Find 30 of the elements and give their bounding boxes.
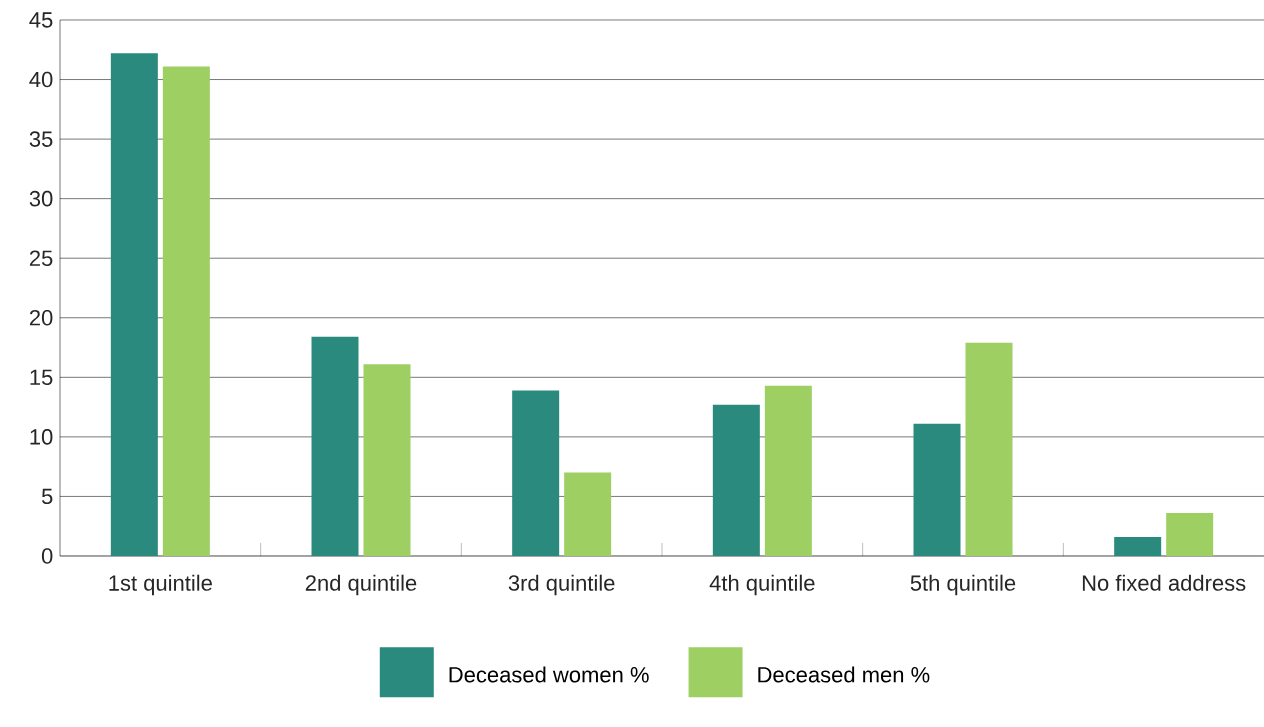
bar bbox=[363, 364, 411, 556]
bar bbox=[764, 385, 812, 556]
bar bbox=[311, 336, 359, 556]
x-tick-label: No fixed address bbox=[1082, 574, 1246, 591]
bar bbox=[564, 472, 612, 556]
bar bbox=[1166, 513, 1214, 556]
y-tick-label: 0 bbox=[41, 548, 53, 564]
legend-label: Deceased men % bbox=[758, 666, 930, 683]
bar bbox=[110, 53, 158, 556]
x-tick-label: 5th quintile bbox=[910, 574, 1016, 596]
bar bbox=[913, 423, 961, 556]
x-tick-label: 4th quintile bbox=[709, 574, 815, 596]
bar bbox=[965, 342, 1013, 556]
y-tick-label: 25 bbox=[29, 250, 53, 266]
y-tick-label: 30 bbox=[29, 190, 53, 207]
y-tick-label: 35 bbox=[29, 131, 53, 147]
y-tick-label: 10 bbox=[30, 429, 53, 445]
y-tick-label: 15 bbox=[30, 369, 53, 385]
y-tick-label: 20 bbox=[29, 309, 53, 326]
legend-label: Deceased women % bbox=[449, 666, 649, 683]
x-tick-label: 3rd quintile bbox=[508, 574, 615, 596]
bar bbox=[1114, 536, 1162, 556]
y-tick-label: 45 bbox=[29, 12, 53, 28]
bar bbox=[162, 66, 210, 556]
x-tick-label: 2nd quintile bbox=[305, 574, 417, 596]
y-tick-label: 5 bbox=[41, 488, 53, 505]
y-tick-label: 40 bbox=[29, 71, 53, 88]
bar bbox=[512, 390, 560, 556]
x-tick-label: 1st quintile bbox=[109, 574, 212, 596]
bar bbox=[712, 404, 760, 556]
